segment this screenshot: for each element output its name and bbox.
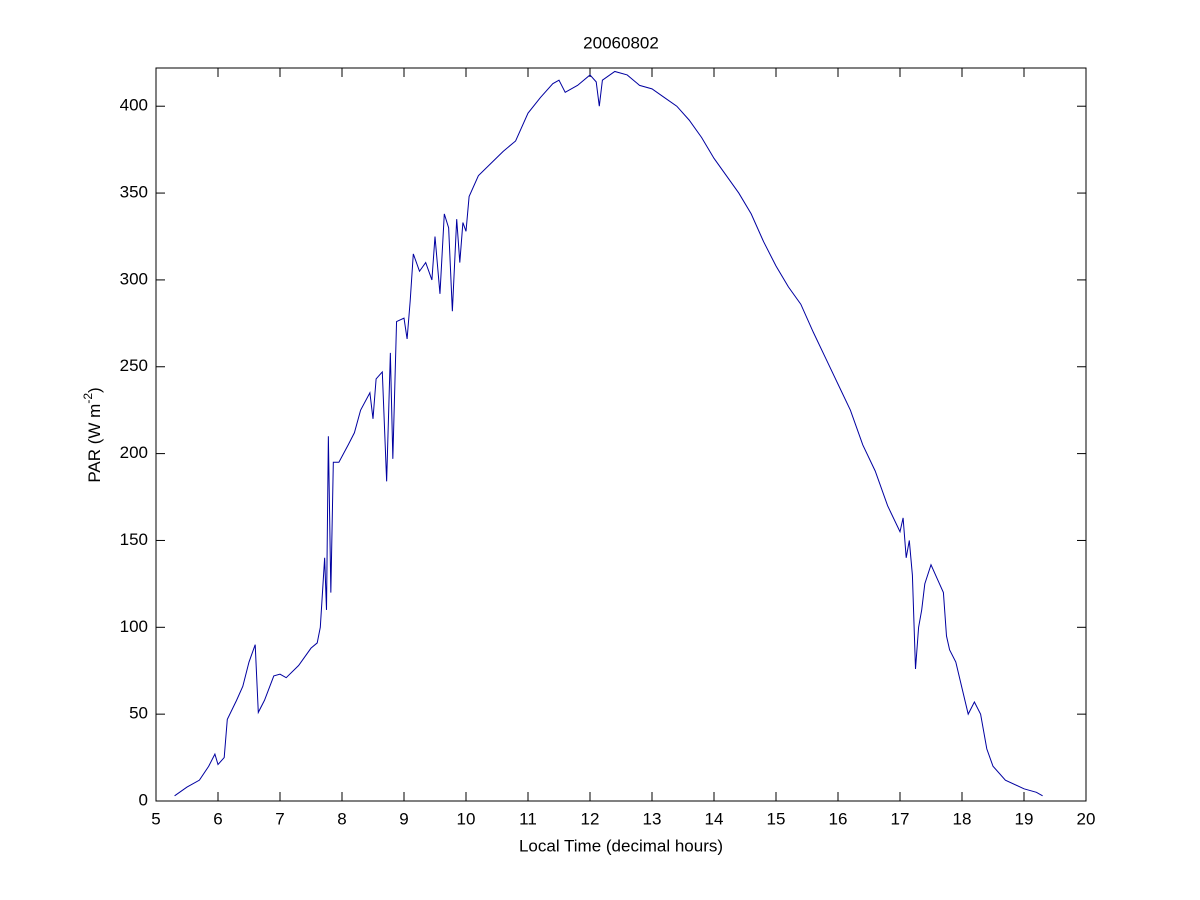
x-tick-label: 14 (705, 809, 724, 828)
y-tick-label: 0 (139, 790, 148, 809)
plot-frame (155, 67, 1087, 802)
x-tick-label: 20 (1077, 809, 1096, 828)
y-tick-label: 50 (129, 704, 148, 723)
x-tick-label: 18 (953, 809, 972, 828)
x-tick-label: 19 (1015, 809, 1034, 828)
x-tick-label: 8 (337, 809, 346, 828)
y-axis-label-part: PAR (W m (85, 404, 104, 483)
x-tick-label: 11 (519, 809, 537, 828)
x-tick-label: 13 (643, 809, 662, 828)
x-tick-label: 7 (275, 809, 284, 828)
x-tick-label: 9 (399, 809, 408, 828)
x-axis-label: Local Time (decimal hours) (519, 836, 723, 855)
x-tick-label: 6 (213, 809, 222, 828)
chart-title: 20060802 (583, 33, 659, 52)
y-tick-label: 250 (120, 356, 148, 375)
y-tick-label: 300 (120, 269, 148, 288)
x-tick-label: 10 (457, 809, 476, 828)
x-tick-label: 16 (829, 809, 848, 828)
x-tick-label: 15 (767, 809, 786, 828)
x-tick-label: 12 (581, 809, 600, 828)
x-tick-label: 5 (151, 809, 160, 828)
y-axis-label-part: -2 (81, 393, 95, 404)
y-tick-label: 150 (120, 530, 148, 549)
y-tick-label: 200 (120, 443, 148, 462)
y-tick-label: 100 (120, 617, 148, 636)
x-tick-label: 17 (891, 809, 910, 828)
y-tick-label: 350 (120, 183, 148, 202)
y-axis-label-part: ) (85, 387, 104, 393)
y-axis-label: PAR (W m-2) (81, 387, 104, 482)
y-tick-label: 400 (120, 96, 148, 115)
data-line (174, 70, 1043, 797)
